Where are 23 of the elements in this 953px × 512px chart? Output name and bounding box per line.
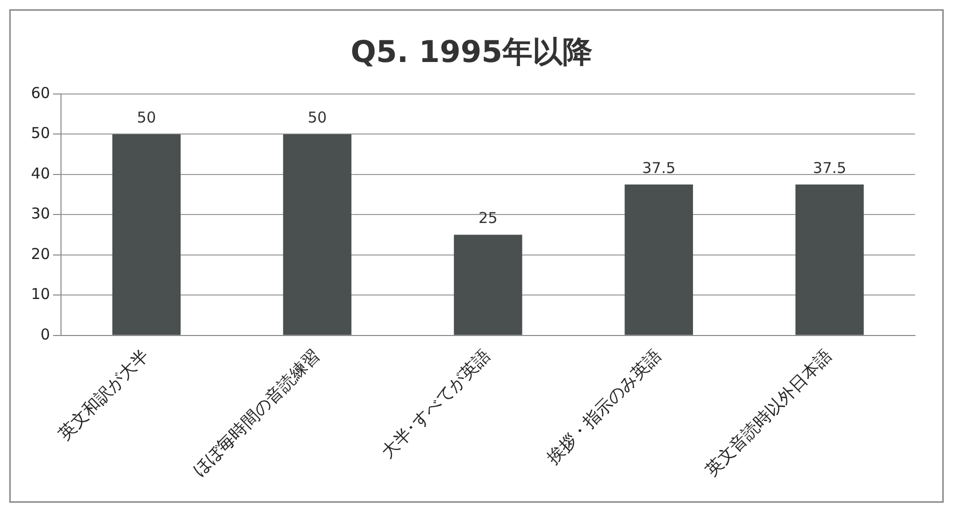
x-tick-label: ほぼ毎時間の音読練習 [190, 346, 324, 480]
y-tick-label: 0 [40, 325, 50, 344]
y-tick-label: 50 [30, 124, 50, 142]
y-tick-label: 40 [30, 164, 50, 182]
y-tick-label: 20 [30, 244, 50, 263]
x-tick-label: 挨拶・指示のみ英語 [543, 346, 666, 468]
bar [454, 234, 522, 335]
data-label: 50 [136, 108, 156, 127]
x-tick-label: 英文和訳が大半 [54, 346, 154, 444]
bar [112, 134, 181, 335]
y-tick-label: 10 [30, 285, 50, 304]
data-label: 37.5 [642, 158, 676, 177]
bar [624, 184, 693, 335]
data-label: 50 [308, 108, 327, 127]
y-tick-label: 60 [30, 84, 50, 102]
x-tick-label: 大半･すべてが英語 [378, 346, 495, 463]
data-label: 25 [478, 209, 498, 228]
bar [283, 134, 352, 335]
x-tick-label: 英文音読時以外日本語 [702, 346, 836, 480]
y-tick-label: 30 [30, 204, 50, 223]
data-label: 37.5 [812, 158, 846, 177]
bar [795, 184, 864, 335]
chart-title: Q5. 1995年以降 [350, 34, 592, 70]
